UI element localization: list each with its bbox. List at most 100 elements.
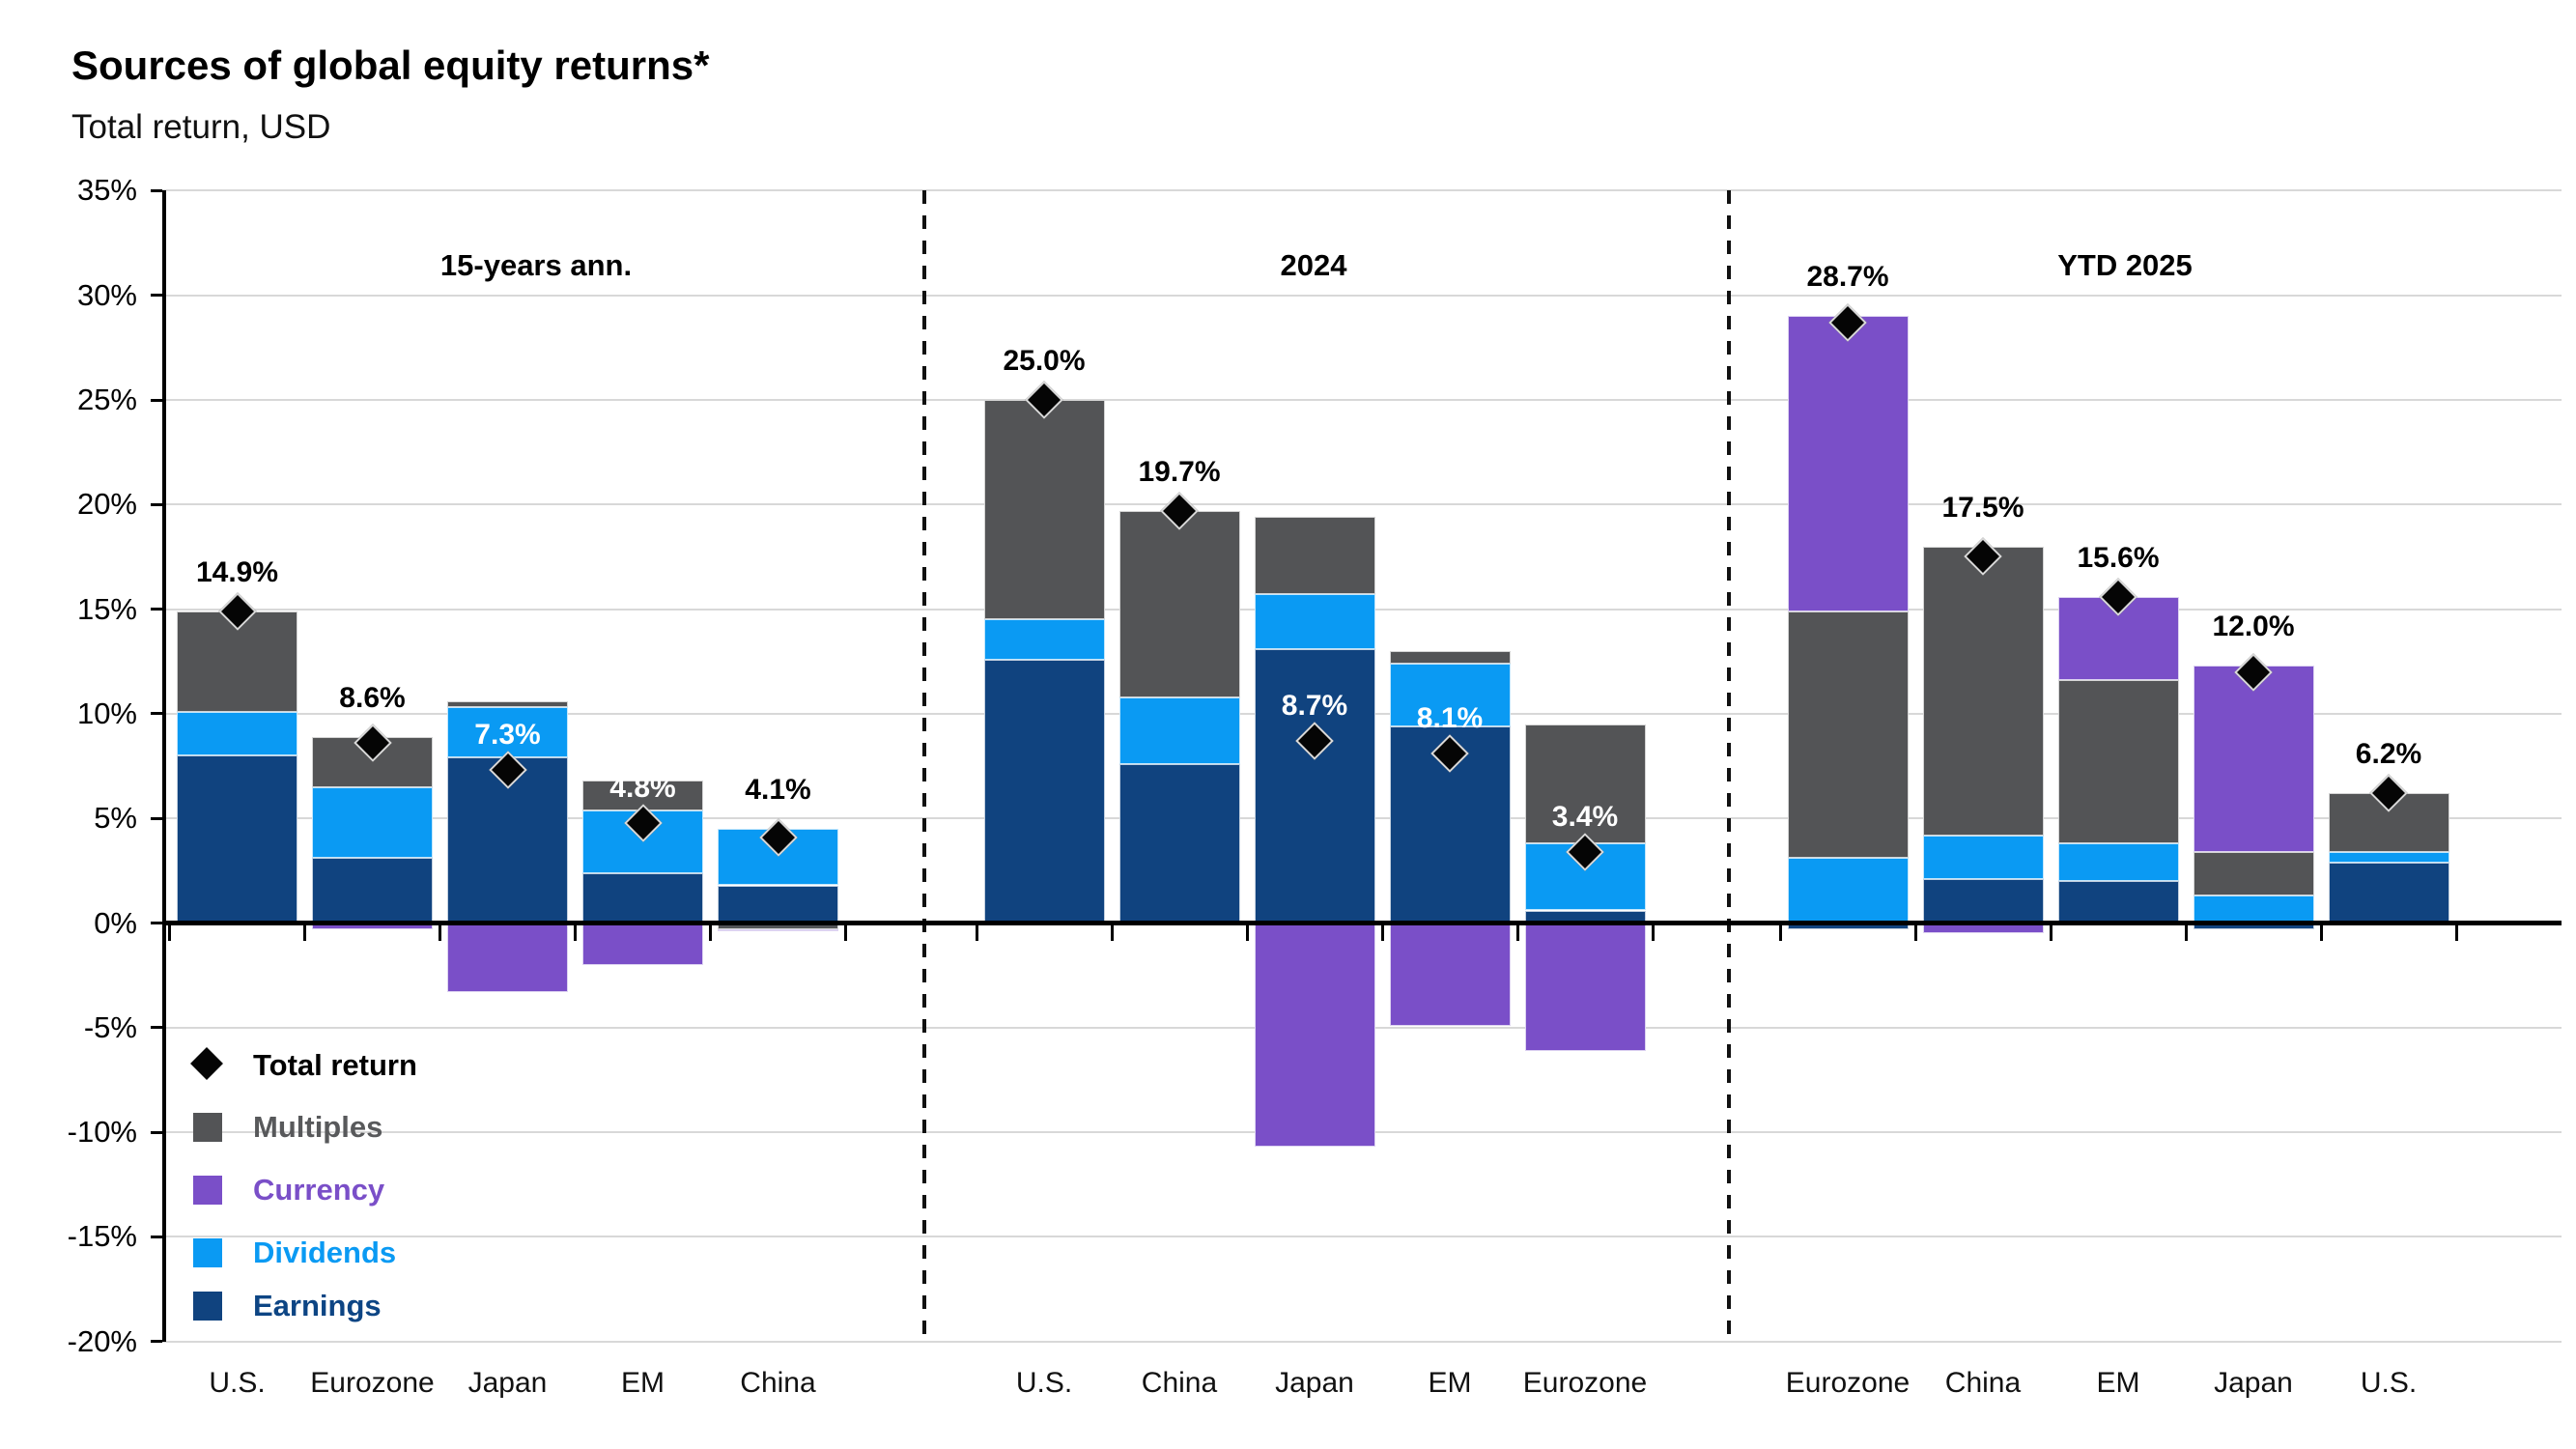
bar-segment-multiples bbox=[2193, 851, 2314, 896]
total-return-value-label: 3.4% bbox=[1551, 800, 1619, 833]
legend-total-return-diamond-icon bbox=[190, 1047, 223, 1080]
bar-segment-dividends bbox=[2057, 843, 2179, 882]
y-axis-label: 20% bbox=[76, 487, 137, 522]
group-header: YTD 2025 bbox=[2057, 248, 2193, 282]
zero-axis-tick bbox=[1110, 924, 1114, 941]
bar-segment-earnings bbox=[718, 885, 838, 923]
total-return-value-label: 8.1% bbox=[1416, 702, 1484, 735]
category-label: Eurozone bbox=[1522, 1367, 1648, 1399]
bar-segment-earnings bbox=[1254, 648, 1375, 923]
y-axis-label: 10% bbox=[76, 696, 137, 730]
bar-segment-dividends bbox=[1118, 696, 1240, 764]
total-return-value-label: 8.6% bbox=[339, 681, 406, 714]
legend-multiples-swatch-icon bbox=[193, 1113, 222, 1142]
gridline-25pct bbox=[162, 399, 2562, 401]
zero-axis-tick bbox=[1380, 924, 1384, 941]
zero-axis-tick bbox=[2454, 924, 2458, 941]
bar-segment-dividends bbox=[1254, 594, 1375, 649]
zero-axis-tick bbox=[303, 924, 306, 941]
y-axis-line bbox=[162, 190, 166, 1342]
y-axis-label: 0% bbox=[94, 905, 137, 940]
gridline-35pct bbox=[162, 189, 2562, 192]
bar-segment-multiples bbox=[718, 923, 838, 929]
category-label: Japan bbox=[2214, 1367, 2293, 1399]
total-return-value-label: 17.5% bbox=[1941, 491, 2024, 524]
bar-segment-earnings bbox=[1524, 910, 1646, 923]
bar-segment-multiples bbox=[1254, 517, 1375, 595]
bar-segment-earnings bbox=[2328, 862, 2449, 923]
y-axis-label: 25% bbox=[76, 383, 137, 416]
bar-segment-dividends bbox=[1389, 663, 1511, 726]
category-label: China bbox=[1944, 1367, 2022, 1399]
category-label: EM bbox=[1428, 1367, 1472, 1399]
zero-axis-tick bbox=[1515, 924, 1519, 941]
legend-label-earnings: Earnings bbox=[253, 1289, 382, 1322]
legend-label-total_return: Total return bbox=[253, 1048, 417, 1082]
total-return-value-label: 14.9% bbox=[195, 555, 279, 588]
legend-currency-swatch-icon bbox=[193, 1176, 222, 1205]
bar-segment-currency bbox=[312, 923, 433, 929]
bar-segment-earnings bbox=[582, 872, 703, 923]
category-label: Japan bbox=[467, 1367, 548, 1399]
zero-axis-tick bbox=[844, 924, 847, 941]
y-axis-label: -15% bbox=[67, 1219, 137, 1254]
zero-axis-tick bbox=[2184, 924, 2188, 941]
total-return-value-label: 4.1% bbox=[745, 774, 811, 807]
bar-segment-earnings bbox=[2057, 881, 2179, 923]
y-axis-label: -10% bbox=[67, 1115, 137, 1150]
zero-axis-line bbox=[162, 921, 2562, 925]
legend-dividends-swatch-icon bbox=[193, 1238, 222, 1267]
category-label: U.S. bbox=[2360, 1367, 2418, 1399]
bar-segment-earnings bbox=[1922, 879, 2044, 923]
y-axis-tick bbox=[151, 188, 162, 192]
y-axis-label: 30% bbox=[76, 277, 137, 312]
bar-segment-currency bbox=[447, 923, 568, 992]
zero-axis-tick bbox=[1913, 924, 1917, 941]
bar-segment-multiples bbox=[983, 400, 1105, 620]
total-return-value-label: 8.7% bbox=[1281, 690, 1348, 723]
zero-axis-tick bbox=[2049, 924, 2052, 941]
bar-segment-earnings bbox=[312, 858, 433, 923]
bar-segment-earnings bbox=[1787, 923, 1909, 929]
total-return-value-label: 4.8% bbox=[609, 771, 676, 804]
bar-segment-earnings bbox=[177, 755, 297, 923]
bar-segment-dividends bbox=[2193, 895, 2314, 923]
zero-axis-tick bbox=[168, 924, 171, 941]
y-axis-label: 35% bbox=[76, 173, 137, 208]
bar-segment-dividends bbox=[1922, 835, 2044, 879]
bar-segment-multiples bbox=[2057, 680, 2179, 844]
bar-segment-currency bbox=[1922, 923, 2044, 934]
bar-segment-multiples bbox=[1922, 546, 2044, 836]
bar-segment-currency bbox=[582, 923, 703, 965]
y-axis-tick bbox=[151, 1235, 162, 1238]
category-label: U.S. bbox=[209, 1367, 266, 1399]
bar-segment-dividends bbox=[2328, 851, 2449, 863]
chart-subtitle: Total return, USD bbox=[71, 108, 331, 146]
y-axis-tick bbox=[151, 1130, 162, 1134]
zero-axis-tick bbox=[2319, 924, 2323, 941]
bar-segment-currency bbox=[1389, 923, 1511, 1026]
y-axis-tick bbox=[151, 922, 162, 924]
total-return-value-label: 12.0% bbox=[2212, 611, 2295, 643]
total-return-value-label: 15.6% bbox=[2077, 541, 2160, 574]
panel-separator bbox=[922, 190, 926, 1342]
gridline-20pct bbox=[162, 503, 2562, 506]
bar-segment-earnings bbox=[1118, 763, 1240, 923]
category-label: Japan bbox=[1275, 1367, 1354, 1399]
bar-segment-currency bbox=[1254, 923, 1375, 1148]
bar-segment-currency bbox=[2193, 666, 2314, 852]
y-axis-tick bbox=[151, 1026, 162, 1030]
zero-axis-tick bbox=[1651, 924, 1655, 941]
bar-segment-dividends bbox=[1787, 858, 1909, 923]
total-return-value-label: 19.7% bbox=[1138, 455, 1221, 488]
category-label: Eurozone bbox=[310, 1367, 435, 1399]
bar-segment-earnings bbox=[2193, 923, 2314, 929]
category-label: EM bbox=[2096, 1367, 2140, 1399]
y-axis-tick bbox=[151, 502, 162, 506]
y-axis-tick bbox=[151, 1340, 162, 1344]
zero-axis-tick bbox=[574, 924, 577, 941]
total-return-value-label: 25.0% bbox=[1003, 345, 1086, 377]
bar-segment-multiples bbox=[1524, 724, 1646, 844]
y-axis-tick bbox=[151, 712, 162, 716]
category-label: China bbox=[740, 1367, 816, 1399]
